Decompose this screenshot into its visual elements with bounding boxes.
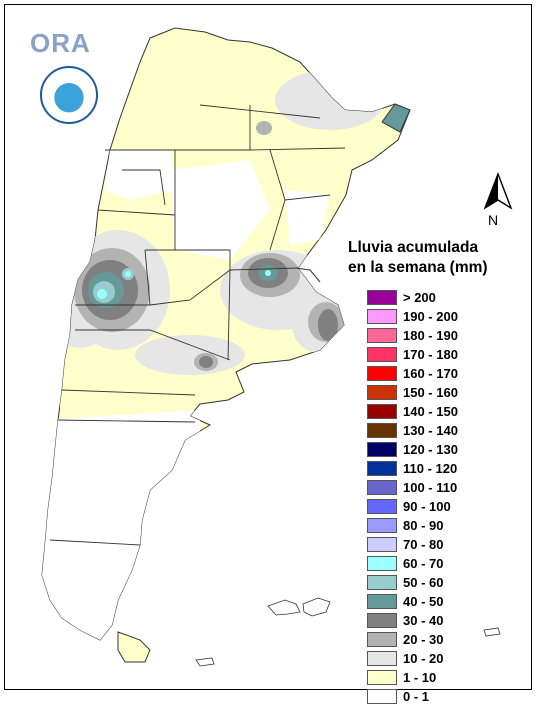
legend-label: 170 - 180 [403, 347, 458, 362]
legend-row: 0 - 1 [367, 687, 458, 706]
legend-swatch [367, 423, 397, 438]
rain-zone-south-pampa [135, 335, 245, 375]
legend-swatch [367, 366, 397, 381]
legend-label: 60 - 70 [403, 556, 444, 571]
legend-label: 40 - 50 [403, 594, 444, 609]
legend-label: 70 - 80 [403, 537, 444, 552]
malvinas-islands [267, 597, 331, 617]
legend-swatch [367, 461, 397, 476]
legend-label: 190 - 200 [403, 309, 458, 324]
rain-zone-northeast [275, 70, 385, 130]
rainfall-zones [42, 70, 385, 640]
north-arrow-icon [483, 172, 513, 210]
legend-swatch [367, 347, 397, 362]
legend-label: 0 - 1 [403, 689, 430, 704]
legend-row: 70 - 80 [367, 535, 458, 554]
legend-swatch [367, 613, 397, 628]
legend-row: 110 - 120 [367, 459, 458, 478]
legend-swatch [367, 480, 397, 495]
legend-swatch [367, 575, 397, 590]
legend-swatch [367, 442, 397, 457]
legend-swatch [367, 689, 397, 704]
legend-label: > 200 [403, 290, 436, 305]
legend-row: 10 - 20 [367, 649, 458, 668]
legend: > 200 190 - 200 180 - 190 170 - 180 160 - 17… [367, 288, 458, 706]
legend-label: 30 - 40 [403, 613, 444, 628]
legend-label: 140 - 150 [403, 404, 458, 419]
legend-label: 130 - 140 [403, 423, 458, 438]
legend-swatch [367, 309, 397, 324]
legend-swatch [367, 556, 397, 571]
legend-swatch [367, 651, 397, 666]
dry-zone-northwest [105, 150, 175, 200]
legend-label: 150 - 160 [403, 385, 458, 400]
legend-swatch [367, 385, 397, 400]
rain-peak-pampa [265, 270, 271, 276]
legend-swatch [367, 632, 397, 647]
ora-logo-text: ORA [30, 28, 91, 58]
legend-row: 60 - 70 [367, 554, 458, 573]
legend-label: 10 - 20 [403, 651, 444, 666]
legend-row: 50 - 60 [367, 573, 458, 592]
legend-swatch [367, 594, 397, 609]
legend-swatch [367, 670, 397, 685]
legend-row: 1 - 10 [367, 668, 458, 687]
legend-row: 120 - 130 [367, 440, 458, 459]
legend-row: 80 - 90 [367, 516, 458, 535]
legend-row: 40 - 50 [367, 592, 458, 611]
legend-label: 90 - 100 [403, 499, 451, 514]
legend-label: 100 - 110 [403, 480, 458, 495]
rain-core-ne-20 [256, 121, 272, 135]
dry-zone-center [170, 160, 270, 260]
legend-swatch [367, 404, 397, 419]
rain-peak-cuyo [97, 289, 107, 299]
legend-row: 170 - 180 [367, 345, 458, 364]
tierra-del-fuego [117, 631, 151, 663]
river-plate-coast [295, 267, 321, 283]
legend-row: 190 - 200 [367, 307, 458, 326]
legend-row: 160 - 170 [367, 364, 458, 383]
legend-swatch [367, 518, 397, 533]
legend-label: 160 - 170 [403, 366, 458, 381]
rain-core-sp-30 [199, 356, 213, 368]
legend-row: 140 - 150 [367, 402, 458, 421]
legend-row: 180 - 190 [367, 326, 458, 345]
legend-label: 110 - 120 [403, 461, 458, 476]
legend-swatch [367, 328, 397, 343]
legend-row: 30 - 40 [367, 611, 458, 630]
legend-row: 20 - 30 [367, 630, 458, 649]
rain-core-ba-30 [318, 309, 338, 341]
legend-row: 130 - 140 [367, 421, 458, 440]
legend-swatch [367, 499, 397, 514]
legend-row: 100 - 110 [367, 478, 458, 497]
legend-title: Lluvia acumulada en la semana (mm) [348, 238, 488, 278]
legend-label: 120 - 130 [403, 442, 458, 457]
legend-row: > 200 [367, 288, 458, 307]
legend-label: 20 - 30 [403, 632, 444, 647]
legend-label: 50 - 60 [403, 575, 444, 590]
ora-logo: ORA [30, 28, 91, 59]
province-borders [49, 104, 346, 546]
legend-title-line-1: Lluvia acumulada [348, 239, 479, 256]
misiones-region [381, 103, 411, 133]
small-islands [195, 627, 501, 667]
legend-row: 150 - 160 [367, 383, 458, 402]
rain-peak-cuyo-north [125, 271, 131, 277]
north-label: N [488, 212, 499, 228]
dry-zone-east [285, 190, 330, 245]
legend-title-line-2: en la semana (mm) [348, 259, 488, 276]
legend-label: 180 - 190 [403, 328, 458, 343]
legend-swatch [367, 537, 397, 552]
legend-label: 1 - 10 [403, 670, 437, 685]
legend-row: 90 - 100 [367, 497, 458, 516]
legend-swatch [367, 290, 397, 305]
smn-argentina-seal-icon [40, 66, 98, 124]
legend-label: 80 - 90 [403, 518, 444, 533]
